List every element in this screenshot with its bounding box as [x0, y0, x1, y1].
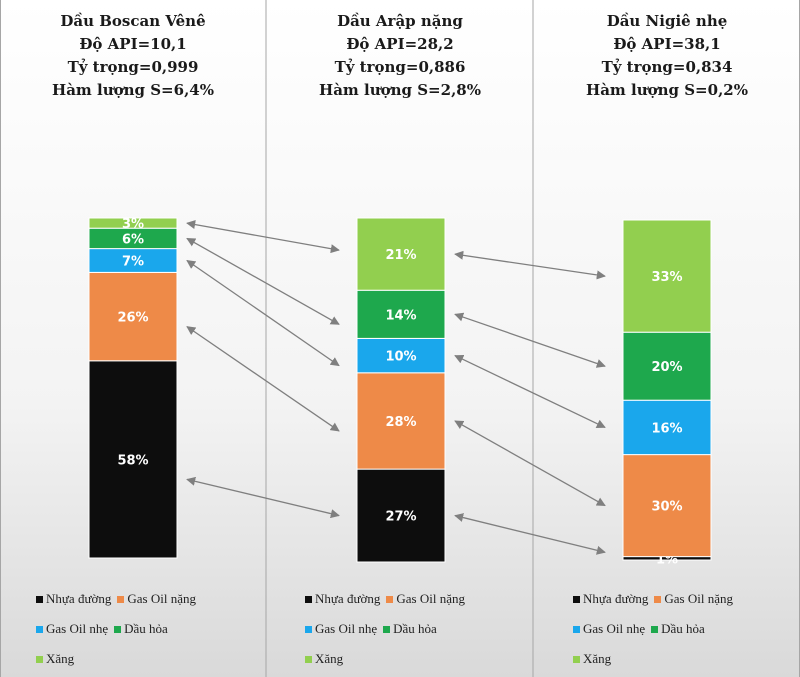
title-line: Độ API=10,1: [79, 35, 187, 53]
legend-item: Xăng: [36, 651, 74, 667]
title-line: Hàm lượng S=0,2%: [586, 81, 748, 99]
legend-boscan: Nhựa đường Gas Oil nặng Gas Oil nhẹ Dầu …: [36, 584, 286, 674]
bar-segment: [88, 217, 178, 229]
legend-swatch: [305, 625, 312, 633]
bar-segment: [622, 399, 712, 456]
legend-label: Dầu hỏa: [661, 621, 705, 636]
title-line: Dầu Arập nặng: [337, 12, 463, 30]
legend-item: Gas Oil nặng: [386, 591, 465, 607]
bar-value-label: 7%: [122, 255, 144, 270]
legend-swatch: [654, 595, 662, 603]
bar-value-label: 3%: [122, 217, 144, 232]
legend-label: Dầu hỏa: [124, 621, 168, 636]
legend-item: Xăng: [305, 651, 343, 667]
legend-label: Gas Oil nặng: [396, 591, 465, 606]
bar-segment: [622, 331, 712, 401]
legend-item: Dầu hỏa: [383, 621, 437, 637]
legend-item: Gas Oil nặng: [654, 591, 733, 607]
title-line: Hàm lượng S=6,4%: [52, 81, 214, 99]
legend-label: Gas Oil nặng: [127, 591, 196, 606]
legend-item: Xăng: [573, 651, 611, 667]
legend-item: Gas Oil nặng: [117, 591, 196, 607]
connector-arrow: [454, 355, 606, 428]
panel-title-nigie: Dầu Nigiê nhẹ Độ API=38,1 Tỷ trọng=0,834…: [534, 10, 800, 102]
legend-label: Nhựa đường: [583, 591, 649, 606]
connector-arrow: [454, 513, 606, 555]
legend-item: Gas Oil nhẹ: [573, 621, 645, 637]
legend-label: Gas Oil nhẹ: [315, 621, 378, 636]
legend-item: Gas Oil nhẹ: [36, 621, 108, 637]
legend-label: Xăng: [315, 651, 344, 666]
bar-segment: [356, 337, 446, 374]
legend-swatch: [117, 595, 125, 603]
bar-value-label: 6%: [122, 232, 144, 247]
legend-label: Xăng: [46, 651, 75, 666]
bar-value-label: 16%: [651, 421, 682, 436]
connector-arrow: [454, 420, 606, 507]
bar-value-label: 10%: [385, 350, 416, 365]
bar-value-label: 14%: [385, 308, 416, 323]
title-line: Độ API=38,1: [613, 35, 721, 53]
bar-value-label: 20%: [651, 360, 682, 375]
title-line: Độ API=28,2: [346, 35, 454, 53]
title-line: Dầu Nigiê nhẹ: [606, 12, 728, 30]
bar-value-label: 26%: [117, 311, 148, 326]
legend-label: Nhựa đường: [46, 591, 112, 606]
bar-segment: [88, 271, 178, 362]
title-line: Tỷ trọng=0,999: [67, 58, 199, 76]
legend-swatch: [386, 595, 394, 603]
title-line: Tỷ trọng=0,834: [601, 58, 733, 76]
bar-segment: [622, 454, 712, 558]
panel-title-arap: Dầu Arập nặng Độ API=28,2 Tỷ trọng=0,886…: [267, 10, 533, 102]
bar-value-label: 33%: [651, 270, 682, 285]
legend-label: Nhựa đường: [315, 591, 381, 606]
legend-swatch: [36, 595, 43, 603]
title-line: Dầu Boscan Vênê: [60, 12, 206, 30]
legend-label: Gas Oil nhẹ: [583, 621, 646, 636]
legend-arap: Nhựa đường Gas Oil nặng Gas Oil nhẹ Dầu …: [305, 584, 555, 674]
bar-segment: [356, 289, 446, 339]
legend-swatch: [651, 625, 659, 633]
connector-arrow: [454, 250, 606, 280]
legend-swatch: [36, 625, 43, 633]
bar-segment: [88, 360, 178, 559]
bar-segment: [356, 372, 446, 470]
legend-swatch: [305, 595, 312, 603]
legend-swatch: [305, 655, 312, 663]
legend-item: Nhựa đường: [573, 591, 648, 607]
legend-item: Nhựa đường: [36, 591, 111, 607]
title-line: Hàm lượng S=2,8%: [319, 81, 481, 99]
legend-swatch: [114, 625, 122, 633]
legend-swatch: [573, 655, 580, 663]
legend-nigie: Nhựa đường Gas Oil nặng Gas Oil nhẹ Dầu …: [573, 584, 800, 674]
legend-item: Dầu hỏa: [651, 621, 705, 637]
legend-item: Nhựa đường: [305, 591, 380, 607]
bar-segment: [622, 219, 712, 333]
panel-title-boscan: Dầu Boscan Vênê Độ API=10,1 Tỷ trọng=0,9…: [0, 10, 266, 102]
connector-arrow: [186, 476, 340, 519]
legend-swatch: [36, 655, 43, 663]
legend-swatch: [573, 595, 580, 603]
bar-segment: [356, 468, 446, 563]
bar-value-label: 21%: [385, 248, 416, 263]
legend-label: Dầu hỏa: [393, 621, 437, 636]
arrows-layer: [186, 220, 606, 555]
bar-value-label: 58%: [117, 453, 148, 468]
bar-value-label: 30%: [651, 500, 682, 515]
legend-item: Dầu hỏa: [114, 621, 168, 637]
legend-label: Gas Oil nặng: [664, 591, 733, 606]
bars-layer: 58%26%7%6%3%27%28%10%14%21%1%30%16%20%33…: [88, 217, 712, 567]
bar-segment: [356, 217, 446, 291]
legend-label: Gas Oil nhẹ: [46, 621, 109, 636]
title-line: Tỷ trọng=0,886: [334, 58, 466, 76]
connector-arrow: [186, 326, 340, 432]
bar-value-label: 28%: [385, 415, 416, 430]
legend-swatch: [573, 625, 580, 633]
legend-swatch: [383, 625, 391, 633]
legend-label: Xăng: [583, 651, 612, 666]
legend-item: Gas Oil nhẹ: [305, 621, 377, 637]
bar-value-label: 27%: [385, 510, 416, 525]
